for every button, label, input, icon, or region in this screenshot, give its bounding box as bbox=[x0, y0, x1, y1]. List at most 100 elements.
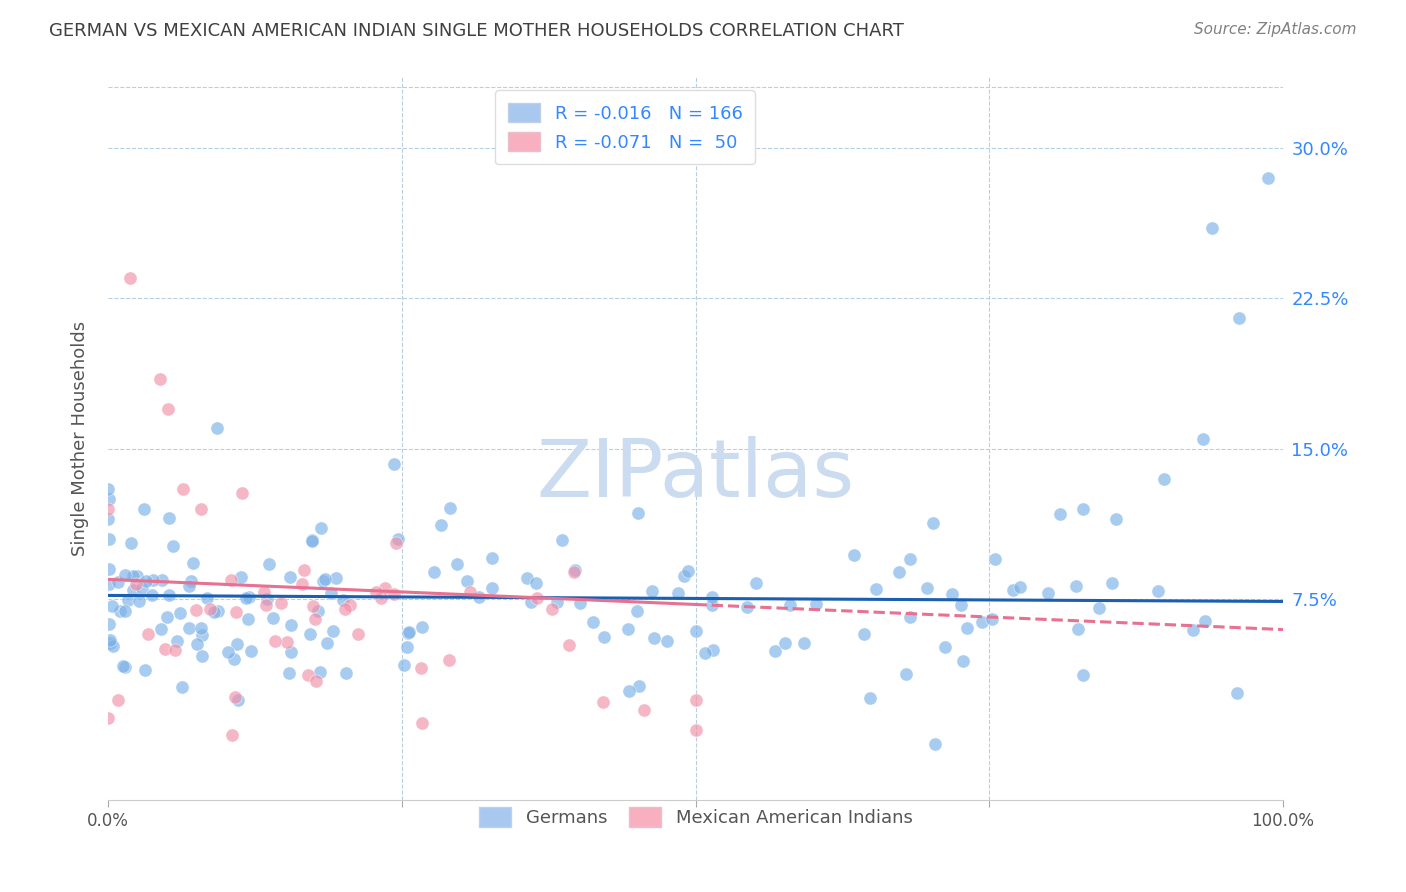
Point bbox=[305, 673, 328, 688]
Point bbox=[626, 604, 648, 618]
Point bbox=[101, 599, 124, 614]
Point bbox=[1049, 507, 1071, 521]
Point bbox=[97, 711, 120, 725]
Point bbox=[101, 640, 124, 654]
Point bbox=[423, 565, 446, 579]
Point bbox=[298, 626, 321, 640]
Point bbox=[257, 557, 280, 571]
Point bbox=[643, 631, 665, 645]
Point bbox=[165, 643, 187, 657]
Point bbox=[195, 591, 218, 605]
Point bbox=[1201, 221, 1223, 235]
Point bbox=[190, 621, 212, 635]
Point bbox=[526, 591, 548, 605]
Point bbox=[219, 573, 242, 587]
Point bbox=[844, 548, 866, 562]
Point bbox=[114, 660, 136, 674]
Legend: Germans, Mexican American Indians: Germans, Mexican American Indians bbox=[471, 800, 920, 835]
Point bbox=[240, 643, 263, 657]
Point bbox=[458, 585, 481, 599]
Point bbox=[1105, 512, 1128, 526]
Point bbox=[1194, 614, 1216, 628]
Point bbox=[322, 624, 344, 638]
Point bbox=[1227, 311, 1250, 326]
Point bbox=[983, 551, 1005, 566]
Point bbox=[516, 570, 538, 584]
Point bbox=[685, 723, 707, 737]
Point bbox=[735, 599, 758, 614]
Point bbox=[280, 645, 302, 659]
Point bbox=[627, 506, 650, 520]
Point bbox=[617, 623, 640, 637]
Point bbox=[125, 569, 148, 583]
Point bbox=[1191, 432, 1213, 446]
Point bbox=[97, 562, 120, 576]
Point bbox=[779, 599, 801, 613]
Point bbox=[217, 645, 239, 659]
Point bbox=[1181, 623, 1204, 637]
Point bbox=[180, 574, 202, 589]
Point bbox=[280, 570, 302, 584]
Point bbox=[156, 609, 179, 624]
Point bbox=[202, 605, 225, 619]
Point bbox=[439, 653, 461, 667]
Point bbox=[385, 535, 408, 549]
Point bbox=[339, 599, 361, 613]
Point bbox=[640, 584, 662, 599]
Point bbox=[225, 605, 247, 619]
Point bbox=[547, 594, 569, 608]
Point bbox=[325, 571, 347, 585]
Point bbox=[411, 715, 433, 730]
Point bbox=[887, 565, 910, 579]
Point bbox=[1002, 582, 1025, 597]
Point bbox=[207, 604, 229, 618]
Point bbox=[1071, 502, 1094, 516]
Point bbox=[702, 590, 724, 604]
Point bbox=[387, 532, 409, 546]
Point bbox=[852, 627, 875, 641]
Point bbox=[166, 634, 188, 648]
Point bbox=[169, 607, 191, 621]
Point bbox=[321, 586, 343, 600]
Point bbox=[253, 585, 276, 599]
Point bbox=[150, 573, 173, 587]
Point bbox=[1226, 686, 1249, 700]
Point bbox=[900, 609, 922, 624]
Point bbox=[551, 533, 574, 548]
Point bbox=[290, 577, 312, 591]
Point bbox=[114, 603, 136, 617]
Point bbox=[411, 620, 433, 634]
Point bbox=[262, 611, 284, 625]
Point bbox=[1067, 623, 1090, 637]
Point bbox=[110, 604, 132, 618]
Point bbox=[141, 587, 163, 601]
Point bbox=[311, 521, 333, 535]
Point bbox=[278, 665, 301, 680]
Point bbox=[524, 576, 547, 591]
Point bbox=[396, 640, 419, 654]
Point bbox=[136, 627, 159, 641]
Point bbox=[672, 568, 695, 582]
Point bbox=[1101, 576, 1123, 591]
Point bbox=[121, 569, 143, 583]
Point bbox=[256, 592, 278, 607]
Point bbox=[107, 693, 129, 707]
Point bbox=[301, 533, 323, 548]
Point bbox=[97, 502, 120, 516]
Point bbox=[302, 599, 325, 613]
Point bbox=[307, 604, 329, 618]
Point bbox=[702, 643, 724, 657]
Point bbox=[231, 486, 253, 500]
Point bbox=[172, 482, 194, 496]
Point bbox=[633, 703, 655, 717]
Point bbox=[941, 587, 963, 601]
Text: GERMAN VS MEXICAN AMERICAN INDIAN SINGLE MOTHER HOUSEHOLDS CORRELATION CHART: GERMAN VS MEXICAN AMERICAN INDIAN SINGLE… bbox=[49, 22, 904, 40]
Point bbox=[221, 728, 243, 742]
Point bbox=[134, 663, 156, 677]
Point bbox=[222, 652, 245, 666]
Point bbox=[924, 737, 946, 751]
Point bbox=[617, 684, 640, 698]
Point bbox=[956, 621, 979, 635]
Point bbox=[179, 579, 201, 593]
Point bbox=[149, 622, 172, 636]
